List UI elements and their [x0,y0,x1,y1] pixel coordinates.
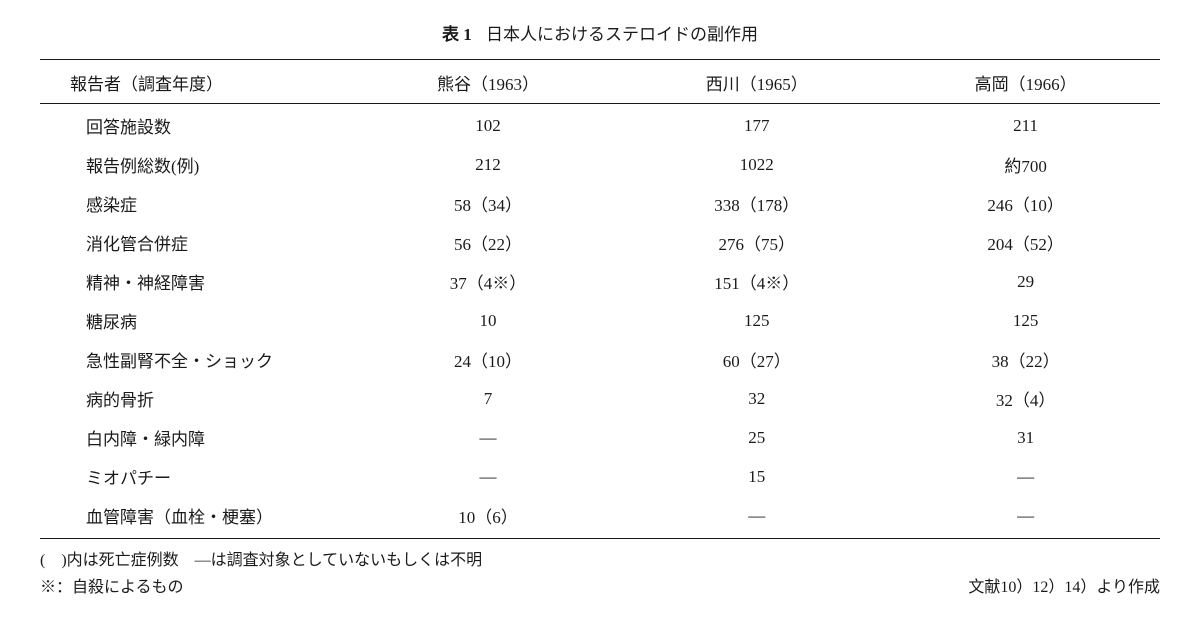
row-label: ミオパチー [40,457,354,496]
cell: ― [622,496,891,539]
cell: 212 [354,145,623,184]
cell: 25 [622,418,891,457]
table-title-label: 表 1 [442,25,472,44]
row-label: 精神・神経障害 [40,262,354,301]
table-row: 感染症 58（34） 338（178） 246（10） [40,184,1160,223]
cell: 10 [354,301,623,340]
row-label: 消化管合併症 [40,223,354,262]
row-label: 報告例総数(例) [40,145,354,184]
table-row: 精神・神経障害 37（4※） 151（4※） 29 [40,262,1160,301]
cell: 38（22） [891,340,1160,379]
cell: ― [354,457,623,496]
cell: 32（4） [891,379,1160,418]
cell: 29 [891,262,1160,301]
cell: 58（34） [354,184,623,223]
cell: 60（27） [622,340,891,379]
cell: ― [891,496,1160,539]
table-row: 白内障・緑内障 ― 25 31 [40,418,1160,457]
cell: 338（178） [622,184,891,223]
table-row: ミオパチー ― 15 ― [40,457,1160,496]
col-header-kumagai: 熊谷（1963） [354,60,623,104]
footnotes: ( )内は死亡症例数 ―は調査対象としていないもしくは不明 ※：自殺によるもの … [40,547,1160,601]
table-row: 消化管合併症 56（22） 276（75） 204（52） [40,223,1160,262]
table-title: 表 1 日本人におけるステロイドの副作用 [40,20,1160,45]
cell: 7 [354,379,623,418]
row-label: 感染症 [40,184,354,223]
cell: 24（10） [354,340,623,379]
cell: 246（10） [891,184,1160,223]
cell: 125 [622,301,891,340]
cell: 32 [622,379,891,418]
footnote-line1: ( )内は死亡症例数 ―は調査対象としていないもしくは不明 [40,547,482,574]
cell: 31 [891,418,1160,457]
cell: 177 [622,104,891,146]
cell: 1022 [622,145,891,184]
cell: 125 [891,301,1160,340]
cell: 10（6） [354,496,623,539]
row-label: 回答施設数 [40,104,354,146]
cell: 151（4※） [622,262,891,301]
col-header-reporter: 報告者（調査年度） [40,60,354,104]
table-row: 病的骨折 7 32 32（4） [40,379,1160,418]
footnote-line2-left: ※：自殺によるもの [40,574,184,601]
cell: 276（75） [622,223,891,262]
cell: ― [354,418,623,457]
table-header: 報告者（調査年度） 熊谷（1963） 西川（1965） 高岡（1966） [40,60,1160,104]
table-row: 報告例総数(例) 212 1022 約700 [40,145,1160,184]
table-row: 急性副腎不全・ショック 24（10） 60（27） 38（22） [40,340,1160,379]
cell: 211 [891,104,1160,146]
col-header-takaoka: 高岡（1966） [891,60,1160,104]
col-header-nishikawa: 西川（1965） [622,60,891,104]
table-row: 血管障害（血栓・梗塞） 10（6） ― ― [40,496,1160,539]
table-row: 糖尿病 10 125 125 [40,301,1160,340]
footnote-row-1: ( )内は死亡症例数 ―は調査対象としていないもしくは不明 [40,547,1160,574]
cell: ― [891,457,1160,496]
row-label: 病的骨折 [40,379,354,418]
cell: 37（4※） [354,262,623,301]
row-label: 白内障・緑内障 [40,418,354,457]
table-body: 回答施設数 102 177 211 報告例総数(例) 212 1022 約700… [40,104,1160,539]
cell: 約700 [891,145,1160,184]
data-table: 報告者（調査年度） 熊谷（1963） 西川（1965） 高岡（1966） 回答施… [40,59,1160,539]
cell: 56（22） [354,223,623,262]
table-title-text: 日本人におけるステロイドの副作用 [486,25,758,44]
row-label: 急性副腎不全・ショック [40,340,354,379]
cell: 102 [354,104,623,146]
row-label: 血管障害（血栓・梗塞） [40,496,354,539]
table-container: 表 1 日本人におけるステロイドの副作用 報告者（調査年度） 熊谷（1963） … [40,20,1160,601]
cell: 15 [622,457,891,496]
footnote-row-2: ※：自殺によるもの 文献10）12）14）より作成 [40,574,1160,601]
row-label: 糖尿病 [40,301,354,340]
cell: 204（52） [891,223,1160,262]
footnote-line2-right: 文献10）12）14）より作成 [968,574,1160,601]
table-row: 回答施設数 102 177 211 [40,104,1160,146]
